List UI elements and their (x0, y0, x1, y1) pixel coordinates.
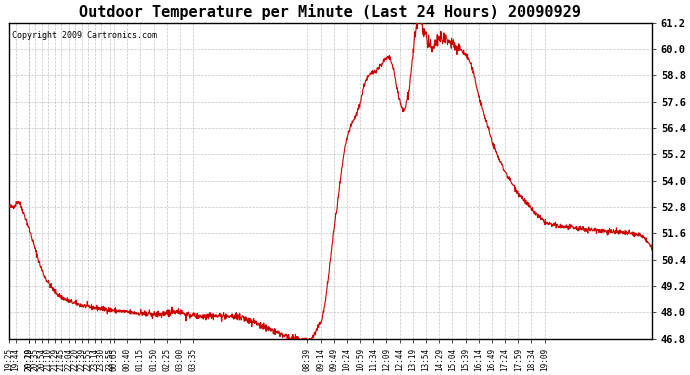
Title: Outdoor Temperature per Minute (Last 24 Hours) 20090929: Outdoor Temperature per Minute (Last 24 … (79, 4, 581, 20)
Text: Copyright 2009 Cartronics.com: Copyright 2009 Cartronics.com (12, 31, 157, 40)
